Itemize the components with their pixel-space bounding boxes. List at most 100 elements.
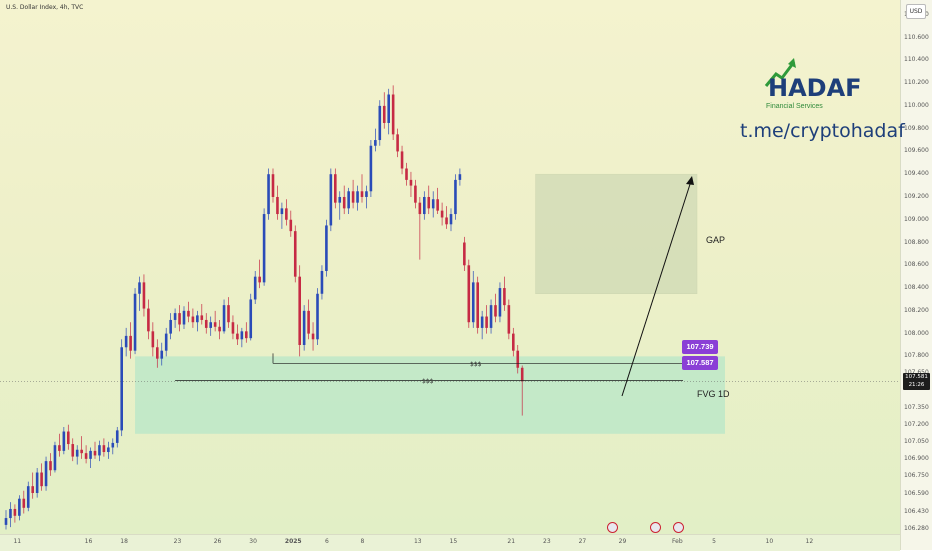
- candle-body: [22, 498, 26, 508]
- candle-body: [489, 305, 493, 328]
- price-tick-label: 109.600: [904, 147, 929, 155]
- candle-body: [427, 196, 431, 209]
- time-tick-label: 23: [543, 538, 551, 545]
- candle-body: [120, 347, 123, 431]
- candle-body: [151, 331, 155, 348]
- us-event-flag-icon[interactable]: [650, 522, 661, 533]
- candle-body: [289, 219, 293, 232]
- candle-body: [58, 445, 61, 451]
- price-tick-label: 110.000: [904, 101, 929, 109]
- time-tick-label: 13: [413, 538, 422, 545]
- candle-body: [67, 431, 70, 445]
- candle-body: [369, 145, 373, 192]
- candle-body: [476, 282, 479, 328]
- candle-body: [285, 208, 288, 220]
- candle-body: [107, 447, 110, 453]
- price-tick-label: 108.600: [904, 261, 929, 269]
- candle-body: [512, 333, 515, 351]
- time-tick-label: 29: [618, 538, 627, 545]
- channel-link[interactable]: t.me/cryptohadaf: [740, 120, 905, 142]
- time-tick-label: 26: [213, 538, 222, 545]
- candle-body: [9, 508, 12, 519]
- candle-body: [418, 202, 422, 215]
- fvg-zone: [135, 356, 726, 434]
- price-tick-label: 107.350: [904, 403, 929, 411]
- price-tick-label: 107.800: [904, 352, 929, 360]
- time-tick-label: 6: [324, 538, 329, 545]
- candle-body: [374, 140, 377, 146]
- gap-zone: [535, 173, 698, 295]
- price-tick-label: 109.800: [904, 124, 929, 132]
- projection-arrow-line: [621, 177, 693, 397]
- candle-body: [258, 276, 261, 283]
- candle-body: [329, 174, 333, 226]
- candle-body: [142, 282, 146, 309]
- candle-body: [236, 333, 239, 340]
- candle-body: [187, 310, 190, 317]
- candle-body: [156, 347, 159, 359]
- candle-body: [471, 282, 475, 323]
- candle-body: [196, 315, 199, 323]
- candle-body: [53, 445, 57, 471]
- us-event-flag-icon[interactable]: [607, 522, 618, 533]
- candle-body: [360, 191, 364, 197]
- candle-body: [445, 217, 448, 225]
- price-tick-label: 108.000: [904, 329, 929, 337]
- current-price-tag: 107.581 21:26: [903, 373, 930, 390]
- price-tick-label: 110.400: [904, 56, 929, 64]
- candle-body: [449, 214, 453, 225]
- time-axis[interactable]: 11 16 18 23 26 30 2025 6 8 13 15 21 23 27 29 Feb 5 10 12: [0, 534, 900, 551]
- candle-body: [414, 185, 417, 203]
- time-tick-label: 11: [13, 538, 22, 545]
- candle-body: [498, 288, 502, 317]
- price-tick-label: 108.400: [904, 284, 929, 292]
- level-label-upper: 107.739: [682, 340, 718, 354]
- candle-body: [218, 326, 221, 332]
- candle-body: [62, 431, 66, 451]
- candle-body: [316, 293, 319, 340]
- time-tick-label: 18: [120, 538, 128, 545]
- candle-body: [35, 472, 39, 494]
- hadaf-logo: HADAF Financial Services: [738, 58, 888, 152]
- price-tick-label: 106.900: [904, 454, 929, 462]
- gap-label: GAP: [706, 235, 726, 245]
- candle-body: [262, 214, 266, 283]
- candle-body: [485, 316, 488, 328]
- candle-body: [347, 191, 350, 209]
- candle-body: [18, 498, 21, 516]
- chart-area[interactable]: $$$ $$$: [0, 0, 900, 534]
- price-tick-label: 106.430: [904, 508, 929, 516]
- candle-body: [405, 168, 408, 180]
- candle-body: [89, 450, 92, 459]
- candle-body: [240, 331, 244, 340]
- candle-body: [356, 191, 359, 203]
- candle-body: [124, 335, 128, 348]
- candle-body: [342, 196, 346, 209]
- us-event-flag-icon[interactable]: [673, 522, 684, 533]
- candle-body: [280, 208, 284, 215]
- candle-body: [249, 299, 253, 339]
- price-axis[interactable]: 110.800110.600110.400110.200110.000109.8…: [900, 0, 932, 550]
- candle-body: [13, 508, 17, 516]
- level-label-lower: 107.587: [682, 356, 718, 370]
- candle-body: [382, 105, 386, 123]
- price-chart[interactable]: $$$ $$$: [0, 0, 900, 534]
- current-price-value: 107.581: [905, 374, 928, 380]
- candle-body: [391, 94, 395, 135]
- time-tick-label: 12: [805, 538, 814, 545]
- price-tick-label: 106.590: [904, 490, 929, 498]
- candle-body: [436, 199, 439, 211]
- candle-body: [454, 179, 457, 215]
- candle-body: [409, 179, 413, 186]
- currency-button[interactable]: USD: [906, 4, 926, 19]
- time-tick-label: 30: [249, 538, 257, 545]
- time-tick-label: 8: [360, 538, 365, 545]
- candle-body: [520, 367, 524, 382]
- candle-body: [49, 461, 52, 471]
- candle-body: [267, 174, 270, 215]
- price-tick-label: 107.650: [904, 369, 929, 376]
- candle-body: [307, 310, 310, 334]
- candle-body: [209, 322, 212, 328]
- candle-body: [164, 333, 168, 351]
- price-tick-label: 108.200: [904, 306, 929, 314]
